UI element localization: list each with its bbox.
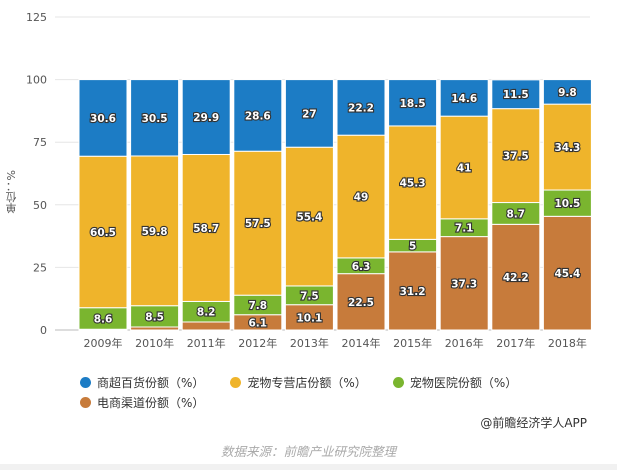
bar-segment [181,153,231,302]
legend: 商超百货份额（%） 宠物专营店份额（%） 宠物医院份额（%） 电商渠道份额（%） [80,372,550,412]
x-tick-label: 2016年 [445,336,484,350]
x-tick-label: 2014年 [342,336,381,350]
data-label: 27 [302,108,317,120]
data-label: 59.8 [142,226,168,238]
data-label: 7.1 [455,223,474,235]
x-tick-label: 2015年 [393,336,432,350]
data-label: 10.1 [296,312,322,324]
data-label: 8.2 [197,307,216,319]
data-label: 41 [457,162,472,174]
data-label: 11.5 [503,89,529,101]
data-label: 58.7 [193,223,219,235]
data-label: 10.5 [554,198,580,210]
bar-segment [233,150,283,296]
data-label: 42.2 [503,272,529,284]
y-tick-label: 0 [40,324,47,337]
data-label: 45.4 [554,268,580,280]
credit: @前瞻经济学人APP [480,416,587,430]
data-label: 5 [409,241,416,253]
bar-segment [542,103,592,191]
legend-label: 电商渠道份额（%） [97,395,205,410]
legend-item[interactable]: 电商渠道份额（%） [80,392,204,412]
data-label: 22.5 [348,297,374,309]
legend-marker-icon [230,376,242,388]
data-label: 7.5 [300,290,319,302]
legend-marker-icon [80,376,91,388]
data-label: 29.9 [193,112,219,124]
bar-segment [491,223,541,331]
bar-segment [181,79,231,155]
x-tick-label: 2011年 [187,336,226,350]
data-label: 55.4 [296,212,322,224]
bar-segment [542,189,592,217]
data-label: 30.5 [142,113,168,125]
legend-marker-icon [392,376,404,388]
x-tick-label: 2009年 [84,336,123,350]
bar-segment [336,273,386,331]
y-tick-label: 125 [26,11,47,24]
data-label: 37.3 [451,278,477,290]
data-label: 45.3 [400,178,426,190]
data-label: 9.8 [558,87,577,99]
data-label: 30.6 [90,113,116,125]
data-label: 31.2 [400,286,426,298]
bar-segment [388,79,438,127]
bar-segment [78,155,128,309]
bar-segment [542,215,592,331]
bar-segment [439,79,489,117]
bar-segment [233,79,283,152]
bar-segment [388,251,438,331]
data-label: 8.5 [145,311,164,323]
legend-label: 商超百货份额（%） [97,375,205,390]
y-tick-label: 75 [33,136,47,149]
footer-strip [0,464,617,470]
legend-item[interactable]: 商超百货份额（%） [80,372,204,392]
source-note: 数据来源：前瞻产业研究院整理 [220,444,396,459]
data-label: 8.6 [94,313,113,325]
legend-marker-icon [80,396,91,408]
bar-segment [181,321,231,331]
bar-segment [130,155,180,307]
data-label: 57.5 [245,218,271,230]
bar-segment [388,125,438,240]
bar-segment [491,79,541,110]
data-label: 28.6 [245,110,271,122]
y-tick-label: 50 [33,199,47,212]
data-label: 8.7 [506,208,525,220]
bar-segment [284,146,334,287]
x-tick-label: 2018年 [548,336,587,350]
bar-segment [336,79,386,136]
x-tick-label: 2012年 [238,336,277,350]
legend-item[interactable]: 宠物专营店份额（%） [230,372,367,392]
data-label: 37.5 [503,151,529,163]
legend-label: 宠物专营店份额（%） [247,375,367,390]
bar-segment [130,79,180,157]
data-label: 14.6 [451,93,477,105]
data-label: 49 [354,192,369,204]
bar-segment [78,79,128,157]
data-label: 22.2 [348,102,374,114]
legend-label: 宠物医院份额（%） [409,375,518,390]
x-tick-label: 2017年 [496,336,535,350]
data-label: 7.8 [248,300,267,312]
bar-segment [439,115,489,220]
x-tick-label: 2010年 [135,336,174,350]
bar-segment [542,79,592,105]
data-label: 60.5 [90,227,116,239]
y-tick-label: 100 [26,74,47,87]
y-tick-label: 25 [33,261,47,274]
bar-segment [336,134,386,259]
y-axis-label: 单位：% [5,170,18,214]
bar-segment [284,79,334,148]
bar-segment [491,108,541,204]
data-label: 18.5 [400,98,426,110]
data-label: 6.1 [248,317,267,329]
data-label: 34.3 [554,142,580,154]
legend-item[interactable]: 宠物医院份额（%） [392,372,518,392]
data-label: 6.3 [352,261,371,273]
x-tick-label: 2013年 [290,336,329,350]
